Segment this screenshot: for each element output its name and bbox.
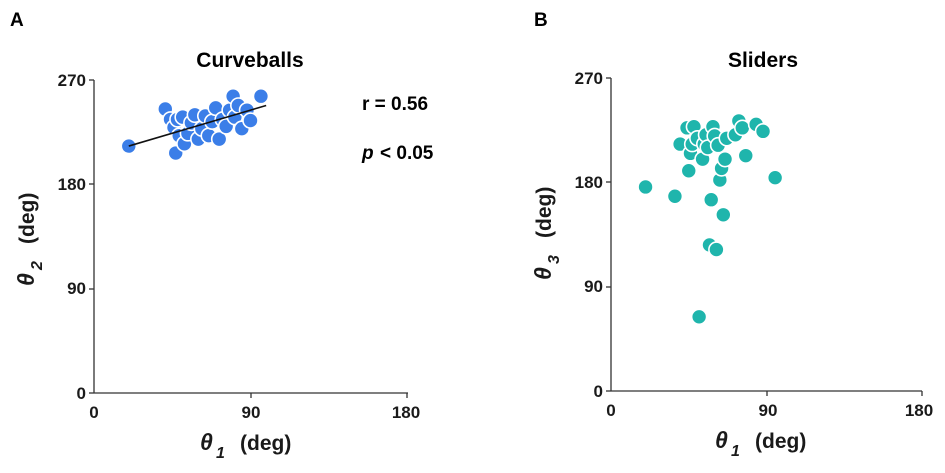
x-axis-subscript: 1	[731, 443, 740, 460]
data-point	[702, 191, 720, 209]
data-point	[715, 206, 732, 224]
x-axis-symbol: θ	[715, 427, 728, 453]
panel-curveballs: A Curveballs 0 90 180 270 0 90 180 θ 1 (…	[10, 10, 434, 462]
y-tick-label: 0	[77, 384, 86, 403]
p-value: < 0.05	[380, 143, 434, 164]
y-tick-label: 180	[58, 175, 86, 194]
data-point	[716, 150, 734, 168]
data-point	[734, 119, 751, 137]
data-point	[242, 112, 259, 129]
y-ticks-b: 0 90 180 270	[575, 69, 611, 401]
x-axis-unit: (deg)	[240, 432, 291, 455]
y-tick-label: 0	[594, 382, 603, 401]
x-tick-label: 90	[759, 401, 778, 420]
p-symbol: p	[361, 143, 374, 164]
fit-line-group	[128, 104, 267, 147]
x-axis-unit: (deg)	[755, 430, 806, 453]
x-tick-label: 180	[392, 403, 420, 422]
correlation-stats: r = 0.56 p < 0.05	[361, 94, 434, 164]
y-tick-label: 90	[67, 279, 86, 298]
y-tick-label: 270	[58, 71, 86, 90]
data-point	[766, 169, 784, 186]
y-axis-unit: (deg)	[16, 193, 39, 244]
x-axis-subscript: 1	[216, 445, 225, 462]
x-tick-label: 180	[905, 401, 933, 420]
scatter-points-a	[120, 87, 270, 162]
panel-letter-b: B	[534, 10, 548, 31]
y-axis-unit: (deg)	[533, 187, 556, 238]
scatter-points-b	[637, 112, 784, 326]
x-axis-label-a: θ 1 (deg)	[200, 429, 291, 462]
r-value: r = 0.56	[362, 94, 428, 115]
chart-title-curveballs: Curveballs	[196, 49, 303, 72]
y-axis-subscript: 2	[29, 261, 46, 271]
x-ticks-b: 0 90 180	[606, 391, 933, 420]
data-point	[252, 87, 270, 105]
x-axis-label-b: θ 1 (deg)	[715, 427, 806, 460]
x-ticks-a: 0 90 180	[89, 393, 420, 422]
x-tick-label: 0	[89, 403, 98, 422]
data-point	[708, 241, 725, 258]
data-point	[754, 123, 772, 140]
y-ticks-a: 0 90 180 270	[58, 71, 94, 403]
y-tick-label: 270	[575, 69, 603, 88]
y-axis-symbol: θ	[530, 267, 556, 280]
y-axis-label-b: θ 3 (deg)	[530, 187, 563, 280]
x-tick-label: 0	[606, 401, 615, 420]
data-point	[690, 308, 708, 326]
data-point	[210, 130, 228, 148]
y-axis-symbol: θ	[13, 273, 39, 286]
y-tick-label: 90	[584, 277, 603, 296]
regression-line	[128, 104, 267, 147]
panel-sliders: B Sliders 0 90 180 270 0 90 180 θ 1 (deg…	[530, 10, 933, 460]
panel-letter-a: A	[10, 10, 24, 31]
data-point	[637, 178, 654, 196]
y-axis-subscript: 3	[546, 255, 563, 264]
y-tick-label: 180	[575, 173, 603, 192]
data-point	[737, 147, 755, 164]
x-tick-label: 90	[242, 403, 261, 422]
data-point	[666, 187, 684, 205]
y-axis-label-a: θ 2 (deg)	[13, 193, 46, 286]
chart-title-sliders: Sliders	[728, 49, 798, 72]
data-point	[680, 162, 698, 180]
x-axis-symbol: θ	[200, 429, 213, 455]
